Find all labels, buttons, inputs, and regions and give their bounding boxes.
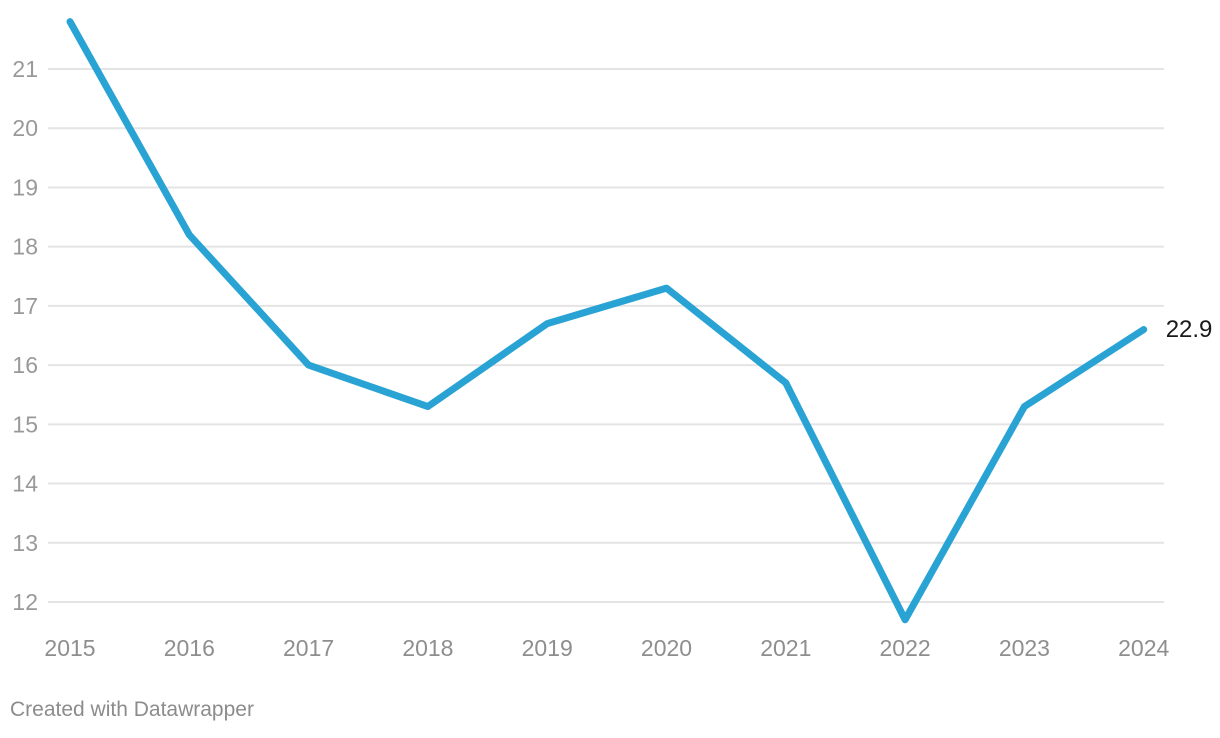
end-value-label: 22.9 — [1166, 316, 1213, 343]
x-tick-label: 2016 — [164, 635, 215, 661]
data-line-series — [66, 18, 1148, 624]
x-tick-label: 2019 — [522, 635, 573, 661]
y-tick-label: 21 — [12, 56, 38, 82]
y-tick-label: 20 — [12, 115, 38, 141]
x-tick-label: 2017 — [283, 635, 334, 661]
x-tick-label: 2015 — [44, 635, 95, 661]
attribution-text: Created with Datawrapper — [10, 698, 254, 721]
y-tick-label: 19 — [12, 174, 38, 200]
y-tick-label: 14 — [12, 471, 38, 497]
x-tick-label: 2018 — [402, 635, 453, 661]
y-tick-label: 13 — [12, 530, 38, 556]
y-tick-label: 17 — [12, 293, 38, 319]
x-tick-label: 2023 — [999, 635, 1050, 661]
x-tick-label: 2022 — [880, 635, 931, 661]
x-tick-label: 2021 — [760, 635, 811, 661]
y-tick-label: 18 — [12, 234, 38, 260]
y-tick-label: 15 — [12, 411, 38, 437]
line-chart: 21 20 19 18 17 16 15 14 13 12 2015 2016 2017 2018 2019… — [10, 18, 1213, 721]
y-tick-label: 16 — [12, 352, 38, 378]
x-tick-label: 2024 — [1118, 635, 1169, 661]
x-tick-label: 2020 — [641, 635, 692, 661]
y-tick-label: 12 — [12, 589, 38, 615]
